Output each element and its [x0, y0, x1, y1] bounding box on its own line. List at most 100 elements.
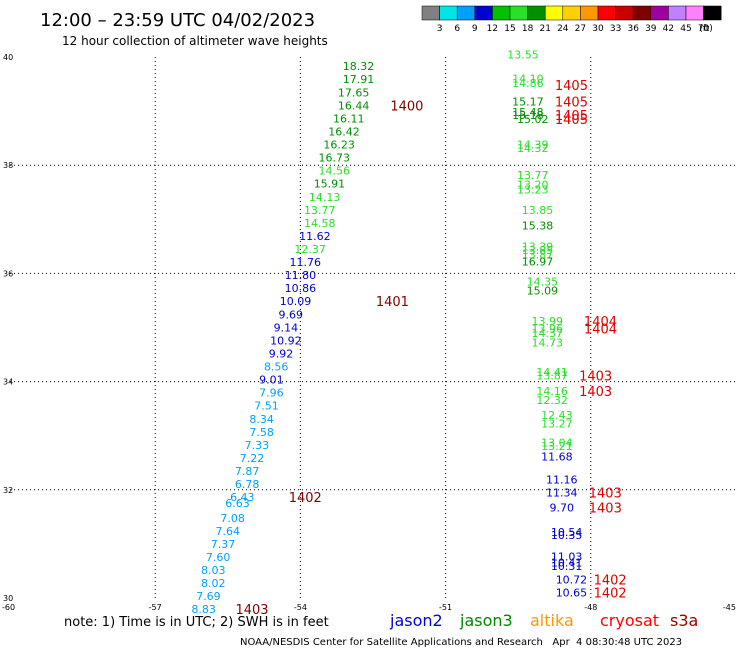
- scale-swatch: [632, 5, 652, 21]
- latitude-tick-label: 34: [3, 378, 13, 387]
- color-scale-legend: 3 6 9 12 15 18 21 24 27 30 33 36 39 42 45 70(ft): [421, 5, 722, 34]
- scale-tick-label: 33: [610, 24, 621, 34]
- wave-height-label: 13.20: [517, 179, 549, 192]
- longitude-tick-labels: -60 -57 -54 -51 -48 -45: [2, 603, 736, 612]
- wave-height-label: 17.65: [338, 87, 370, 100]
- wave-height-label: 18.32: [343, 60, 375, 73]
- wave-height-label: 14.35: [527, 276, 559, 289]
- wave-height-label: 15.18: [512, 109, 544, 122]
- time-label: 1405: [555, 95, 588, 110]
- scale-tick-label: 36: [627, 24, 639, 34]
- latitude-tick-label: 36: [3, 269, 13, 278]
- wave-height-label: 13.23: [517, 184, 549, 197]
- longitude-tick-label: -54: [294, 603, 307, 612]
- wave-height-label: 7.69: [196, 590, 221, 603]
- time-label: 1403: [589, 487, 622, 502]
- time-label: 1403: [579, 385, 612, 400]
- scale-tick-label: 42: [663, 24, 674, 34]
- wave-height-label: 10.41: [551, 556, 583, 569]
- wave-height-label: 12.32: [536, 394, 568, 407]
- wave-height-label: 16.73: [319, 152, 351, 165]
- latitude-tick-label: 32: [3, 486, 13, 495]
- time-label: 1403: [235, 603, 268, 618]
- wave-height-label: 7.87: [235, 465, 260, 478]
- wave-height-label: 7.60: [206, 551, 231, 564]
- time-labels: 1400140114021403140514051405140514041404…: [235, 79, 626, 618]
- wave-height-label: 10.09: [280, 295, 312, 308]
- wave-height-label: 15.09: [527, 285, 559, 298]
- wave-height-label: 13.55: [507, 48, 539, 61]
- wave-height-label: 13.87: [522, 248, 554, 261]
- scale-tick-label: 3: [437, 24, 443, 34]
- wave-height-label: 16.11: [333, 113, 365, 126]
- scale-swatch: [580, 5, 599, 21]
- wave-height-label: 11.76: [289, 256, 321, 269]
- scale-swatch: [597, 5, 616, 21]
- wave-height-label: 11.16: [546, 474, 578, 487]
- wave-height-label: 8.34: [249, 413, 274, 426]
- wave-height-label: 11.68: [541, 450, 573, 463]
- wave-height-label: 16.44: [338, 100, 370, 113]
- wave-height-label: 14.39: [517, 139, 549, 152]
- latitude-tick-label: 40: [3, 53, 13, 62]
- wave-height-label: 16.23: [323, 139, 355, 152]
- scale-tick-label: 39: [645, 24, 657, 34]
- wave-height-label: 13.27: [541, 417, 573, 430]
- chart-title: 12:00 – 23:59 UTC 04/02/2023: [40, 10, 315, 31]
- scale-swatch: [509, 5, 528, 21]
- wave-height-label: 10.31: [551, 560, 583, 573]
- wave-height-label: 7.22: [240, 452, 265, 465]
- lat-lon-grid: [10, 57, 736, 598]
- wave-height-label: 15.91: [314, 178, 346, 191]
- wave-height-label: 8.56: [264, 360, 289, 373]
- scale-swatch: [668, 5, 687, 21]
- time-label: 1402: [289, 491, 322, 506]
- wave-height-label: 7.64: [216, 525, 241, 538]
- satellite-legend-altika: altika: [530, 611, 574, 630]
- satellite-legend-cryosat: cryosat: [600, 611, 659, 630]
- footer-credit: NOAA/NESDIS Center for Satellite Applica…: [240, 637, 682, 648]
- scale-tick-label: 15: [504, 24, 515, 34]
- wave-height-label: 15.48: [512, 106, 544, 119]
- scale-swatch: [544, 5, 564, 21]
- wave-height-label: 6.43: [230, 491, 255, 504]
- satellite-legend-s3a: s3a: [670, 611, 698, 630]
- wave-height-label: 13.96: [531, 323, 563, 336]
- scale-swatch: [439, 5, 458, 21]
- wave-height-label: 7.51: [254, 399, 279, 412]
- wave-height-label: 13.77: [517, 169, 549, 182]
- wave-height-label: 6.78: [235, 478, 260, 491]
- wave-height-label: 14.37: [531, 327, 563, 340]
- wave-height-label: 10.92: [270, 334, 302, 347]
- wave-height-label: 13.87: [536, 370, 568, 383]
- scale-swatch: [474, 5, 493, 21]
- wave-height-label: 14.41: [536, 366, 568, 379]
- wave-height-label: 10.65: [556, 587, 588, 600]
- wave-height-label: 14.58: [304, 217, 336, 230]
- wave-height-label: 9.69: [278, 309, 303, 322]
- scale-tick-label: 6: [454, 24, 460, 34]
- scale-swatch: [703, 5, 722, 21]
- wave-height-label: 15.17: [512, 95, 544, 108]
- scale-swatch: [492, 5, 511, 21]
- wave-height-label: 9.92: [269, 347, 294, 360]
- longitude-tick-label: -60: [2, 603, 15, 612]
- scale-swatch: [685, 5, 704, 21]
- wave-height-label: 7.08: [220, 512, 245, 525]
- wave-height-values: 18.3217.9117.6516.4416.1116.4216.2316.73…: [191, 48, 587, 616]
- time-label: 1400: [390, 100, 423, 115]
- satellite-legend: jason2 jason3 altika cryosat s3a: [389, 611, 698, 630]
- scale-tick-label: 30: [592, 24, 604, 34]
- wave-height-label: 11.34: [546, 487, 578, 500]
- wave-height-label: 14.73: [531, 337, 563, 350]
- wave-height-label: 16.97: [522, 255, 554, 268]
- wave-height-label: 8.03: [201, 564, 226, 577]
- wave-height-label: 12.43: [541, 409, 573, 422]
- wave-height-label: 15.38: [522, 219, 554, 232]
- scale-swatch: [527, 5, 546, 21]
- scale-swatch: [456, 5, 476, 21]
- wave-height-label: 16.42: [328, 126, 360, 139]
- wave-height-label: 7.58: [249, 426, 274, 439]
- longitude-tick-label: -51: [439, 603, 452, 612]
